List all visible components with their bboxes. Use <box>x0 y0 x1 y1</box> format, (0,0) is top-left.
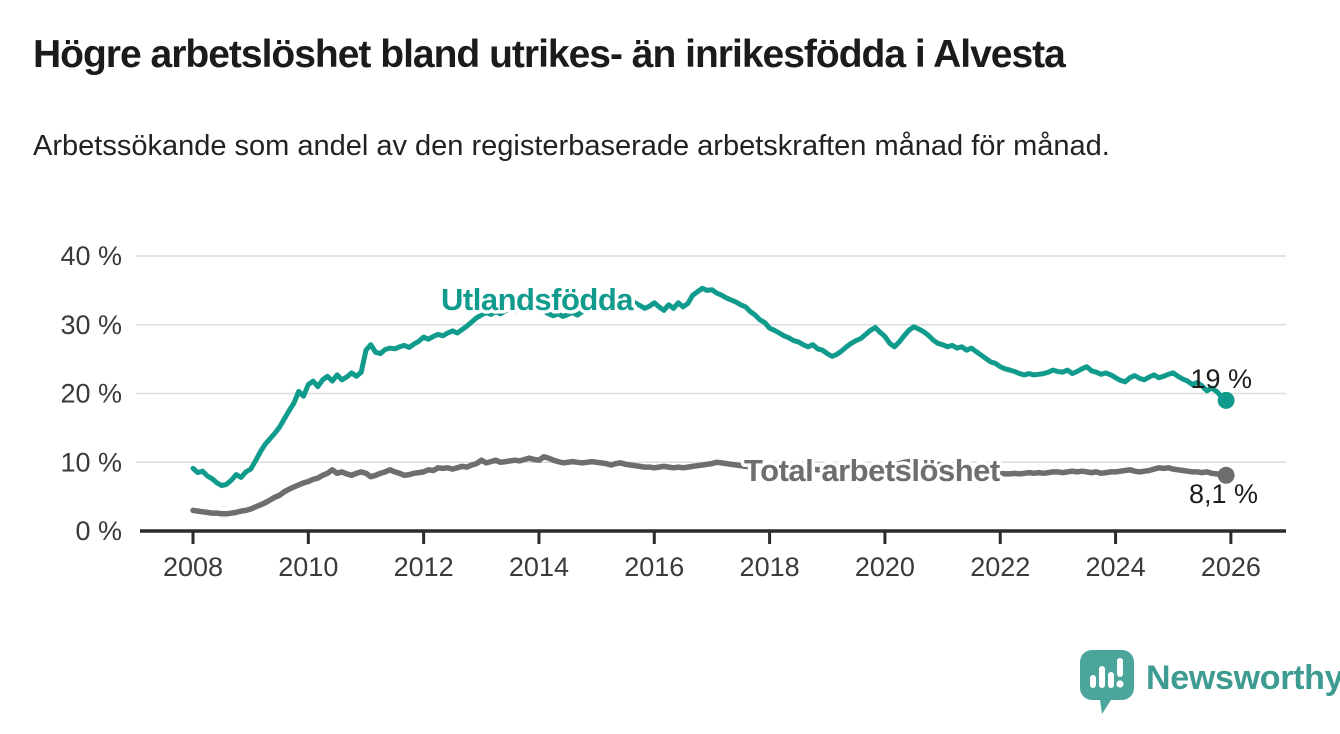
series-line-utlandsfodda <box>190 285 1229 489</box>
logo-bar-medium <box>1108 672 1114 688</box>
x-tick-label: 2010 <box>278 552 338 582</box>
x-tick-label: 2008 <box>163 552 223 582</box>
series-endpoint-utlandsfodda <box>1217 391 1235 409</box>
x-tick-label: 2014 <box>509 552 569 582</box>
y-tick-label: 20 % <box>60 379 122 409</box>
y-tick-label: 40 % <box>60 241 122 271</box>
logo-bar-short <box>1090 675 1096 688</box>
y-tick-label: 30 % <box>60 310 122 340</box>
series-endpoint-total <box>1217 466 1235 484</box>
page-title: Högre arbetslöshet bland utrikes- än inr… <box>33 33 1066 76</box>
logo-bar-tall <box>1099 666 1105 688</box>
y-tick-label: 10 % <box>60 447 122 477</box>
chart-subtitle: Arbetssökande som andel av den registerb… <box>33 130 1110 162</box>
bar-chart-speech-bubble-icon <box>1080 650 1134 714</box>
series-label-total: Total arbetslöshet <box>744 453 1000 488</box>
x-tick-label: 2012 <box>394 552 454 582</box>
series-label-utlandsfodda: Utlandsfödda <box>441 282 634 317</box>
logo-exclamation-dot <box>1116 680 1124 688</box>
x-tick-label: 2018 <box>740 552 800 582</box>
x-tick-label: 2020 <box>855 552 915 582</box>
x-tick-label: 2022 <box>970 552 1030 582</box>
end-value-label-total: 8,1 % <box>1189 479 1258 509</box>
logo-exclamation-stem <box>1117 658 1123 677</box>
x-tick-label: 2026 <box>1201 552 1261 582</box>
x-tick-label: 2024 <box>1086 552 1146 582</box>
series-line-total <box>190 454 1229 517</box>
newsworthy-logo: Newsworthy <box>1080 650 1340 720</box>
x-tick-label: 2016 <box>624 552 684 582</box>
newsworthy-wordmark: Newsworthy <box>1146 659 1340 697</box>
y-tick-label: 0 % <box>75 516 122 546</box>
end-value-label-utlandsfodda: 19 % <box>1190 364 1252 394</box>
